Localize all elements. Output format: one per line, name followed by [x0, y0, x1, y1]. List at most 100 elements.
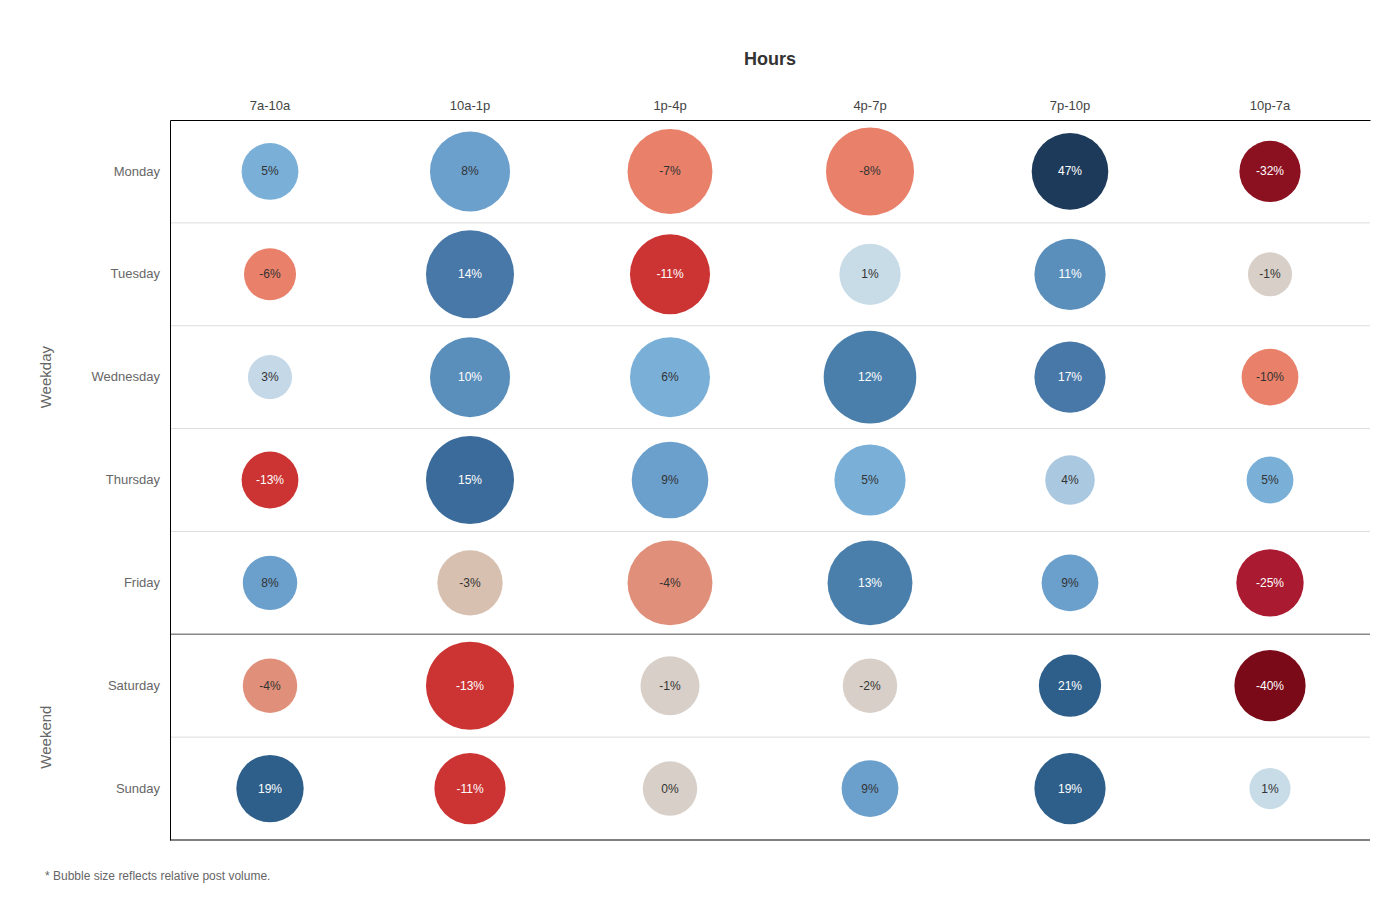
bubble	[1236, 549, 1303, 616]
axis-line	[171, 120, 1371, 121]
bubble	[242, 143, 299, 200]
data-labels: 5%8%-7%-8%47%-32%-6%14%-11%1%11%-1%3%10%…	[256, 164, 1284, 795]
tick: Saturday	[108, 678, 170, 693]
tick: 7a-10a	[250, 98, 291, 120]
bubble	[242, 452, 299, 509]
data-label: 1%	[861, 267, 879, 281]
tick-label: 10p-7a	[1250, 98, 1291, 113]
grid-line	[170, 531, 1370, 532]
y-axis: MondayTuesdayWednesdayThursdayFridaySatu…	[92, 121, 171, 841]
tick-label: 4p-7p	[853, 98, 886, 113]
bubble	[437, 550, 502, 615]
bubble	[1042, 554, 1099, 611]
grid-line	[170, 222, 1370, 223]
tick: Sunday	[116, 781, 170, 796]
data-label: -2%	[859, 679, 881, 693]
data-label: 9%	[861, 782, 879, 796]
tick: Thursday	[106, 472, 170, 487]
data-label: -32%	[1256, 164, 1284, 178]
data-label: -40%	[1256, 679, 1284, 693]
data-label: -1%	[1259, 267, 1281, 281]
group-separator	[170, 634, 1370, 636]
tick: 10a-1p	[450, 98, 490, 120]
group-label: Weekday	[37, 346, 54, 409]
data-label: 8%	[261, 576, 279, 590]
data-label: -11%	[456, 782, 483, 796]
bubble	[248, 355, 292, 399]
data-label: 12%	[858, 370, 882, 384]
data-label: -4%	[659, 576, 681, 590]
bubble	[1239, 141, 1300, 202]
bubble	[434, 753, 505, 824]
data-label: 14%	[458, 267, 482, 281]
data-label: 4%	[1061, 473, 1079, 487]
grid-line	[170, 737, 1370, 738]
tick-label: 1p-4p	[653, 98, 686, 113]
bubble	[426, 642, 514, 730]
grid-line	[170, 428, 1370, 429]
data-label: -4%	[259, 679, 281, 693]
tick: Friday	[124, 575, 170, 590]
data-label: 17%	[1058, 370, 1082, 384]
bubble	[1247, 457, 1294, 504]
tick-label: Monday	[114, 164, 161, 179]
data-label: 5%	[861, 473, 879, 487]
bubble	[1034, 342, 1105, 413]
tick-label: 10a-1p	[450, 98, 490, 113]
tick-label: Saturday	[108, 678, 161, 693]
bubble	[628, 129, 713, 214]
data-label: 8%	[461, 164, 479, 178]
frame-line	[170, 840, 1370, 841]
bubble	[834, 444, 905, 515]
bubble	[1045, 455, 1095, 505]
bubble	[839, 244, 900, 305]
tick-label: Wednesday	[92, 369, 161, 384]
tick: 7p-10p	[1050, 98, 1090, 120]
bubble	[630, 337, 710, 417]
data-label: -25%	[1256, 576, 1284, 590]
tick: 4p-7p	[853, 98, 886, 120]
bubble	[1032, 133, 1109, 210]
bubble	[824, 331, 917, 424]
bubble	[628, 540, 713, 625]
bubbles	[236, 127, 1305, 824]
bubble	[1039, 655, 1101, 717]
chart: 7a-10a 10a-1p 1p-4p 4p-7p 7p-10p 10p-7a Monday…	[0, 0, 1400, 900]
bubble	[843, 658, 897, 712]
bubble	[430, 337, 510, 417]
tick: Wednesday	[92, 369, 170, 384]
bubble	[1034, 753, 1105, 824]
data-label: 10%	[458, 370, 482, 384]
footnote: * Bubble size reflects relative post vol…	[45, 869, 270, 883]
bubble	[640, 656, 699, 715]
data-label: 19%	[258, 782, 282, 796]
bubble	[244, 248, 296, 300]
tick-label: 7p-10p	[1050, 98, 1090, 113]
data-label: -1%	[659, 679, 681, 693]
bubble	[842, 760, 899, 817]
bubble	[828, 540, 913, 625]
grid-line	[170, 325, 1370, 326]
data-label: -13%	[456, 679, 484, 693]
data-label: -8%	[859, 164, 881, 178]
data-label: 1%	[1261, 782, 1279, 796]
data-label: 6%	[661, 370, 679, 384]
bubble	[630, 234, 710, 314]
data-label: 15%	[458, 473, 482, 487]
tick: 10p-7a	[1250, 98, 1291, 120]
grid	[170, 223, 1370, 737]
data-label: 19%	[1058, 782, 1082, 796]
bubble	[426, 230, 514, 318]
plot-area: 7a-10a 10a-1p 1p-4p 4p-7p 7p-10p 10p-7a Monday…	[92, 98, 1371, 841]
bubble	[1234, 650, 1305, 721]
bubble	[426, 436, 514, 524]
data-label: 0%	[661, 782, 679, 796]
data-label: 5%	[1261, 473, 1279, 487]
data-label: -3%	[459, 576, 481, 590]
bubble	[1249, 768, 1290, 809]
tick-label: Sunday	[116, 781, 161, 796]
group-label: Weekend	[37, 706, 54, 769]
tick: Monday	[114, 164, 170, 179]
data-label: 3%	[261, 370, 279, 384]
tick: 1p-4p	[653, 98, 686, 120]
